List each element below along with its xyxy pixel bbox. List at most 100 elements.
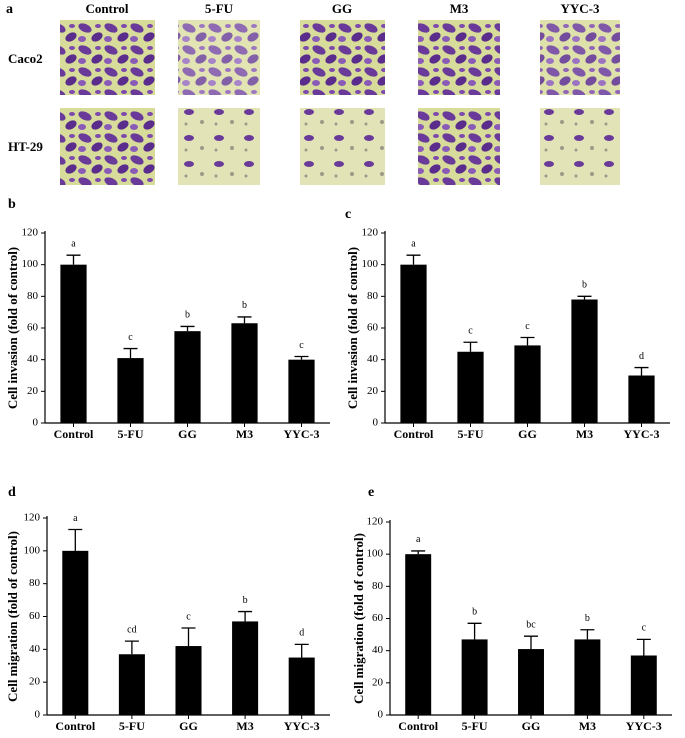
y-tick-label: 80 — [27, 290, 39, 302]
annotation: b — [585, 613, 590, 624]
error-bar — [524, 635, 538, 650]
column-header: GG — [332, 1, 352, 16]
bar — [571, 299, 598, 423]
y-tick-label: 60 — [367, 322, 379, 334]
error-bar — [123, 347, 138, 359]
panel-label: e — [368, 485, 374, 500]
x-tick-label: 5-FU — [458, 427, 484, 441]
annotation: bc — [526, 619, 536, 630]
panel-label: d — [8, 485, 16, 500]
y-tick-label: 40 — [29, 643, 41, 655]
panel-label: c — [345, 207, 351, 222]
y-tick-label: 100 — [362, 258, 379, 270]
bar — [630, 655, 657, 715]
bar — [118, 654, 145, 715]
micrograph — [418, 108, 500, 185]
error-bar — [577, 295, 592, 300]
y-tick-label: 0 — [373, 417, 379, 429]
bar — [288, 359, 315, 423]
x-tick-label: YYC-3 — [626, 719, 662, 733]
y-axis-label: Cell migration (fold of control) — [5, 531, 20, 702]
micrograph — [178, 108, 260, 185]
y-tick-label: 0 — [35, 709, 41, 721]
annotation: b — [242, 300, 247, 311]
row-header: Caco2 — [8, 51, 43, 66]
error-bar — [463, 341, 478, 352]
annotation: a — [411, 238, 416, 249]
x-tick-label: Control — [54, 427, 94, 441]
y-axis-label: Cell migration (fold of control) — [351, 533, 366, 704]
bar — [457, 351, 484, 423]
y-tick-label: 0 — [33, 417, 39, 429]
bar — [514, 345, 541, 423]
annotation: c — [186, 611, 191, 622]
bar — [628, 375, 655, 423]
y-tick-label: 0 — [378, 709, 384, 721]
annotation: c — [128, 332, 133, 343]
y-tick-label: 120 — [367, 516, 384, 528]
column-header: YYC-3 — [561, 1, 600, 16]
annotation: c — [642, 623, 647, 634]
column-header: 5-FU — [205, 1, 234, 16]
bar — [400, 264, 427, 423]
error-bar — [580, 629, 595, 640]
annotation: d — [639, 351, 644, 362]
y-axis-label: Cell invasion (fold of control) — [345, 247, 360, 409]
row-header: HT-29 — [8, 139, 43, 154]
x-tick-label: YYC-3 — [284, 719, 320, 733]
y-tick-label: 60 — [372, 612, 384, 624]
y-tick-label: 20 — [29, 676, 41, 688]
y-axis-label: Cell invasion (fold of control) — [5, 247, 20, 409]
y-tick-label: 40 — [367, 353, 379, 365]
y-tick-label: 120 — [22, 227, 39, 239]
annotation: b — [472, 607, 477, 618]
y-tick-label: 80 — [29, 577, 41, 589]
micrograph — [418, 20, 500, 95]
y-tick-label: 120 — [24, 512, 41, 524]
y-tick-label: 80 — [372, 580, 384, 592]
annotation: a — [416, 534, 421, 545]
error-bar — [66, 254, 81, 265]
y-tick-label: 40 — [27, 353, 39, 365]
annotation: a — [73, 513, 78, 524]
bar — [574, 639, 601, 715]
bar — [117, 358, 144, 423]
micrograph — [540, 20, 620, 95]
error-bar — [520, 336, 535, 346]
bar — [175, 646, 202, 715]
x-tick-label: Control — [394, 427, 434, 441]
annotation: c — [299, 340, 304, 351]
bar — [62, 550, 89, 715]
annotation: a — [71, 238, 76, 249]
error-bar — [406, 254, 421, 265]
x-tick-label: 5-FU — [118, 427, 144, 441]
bar — [174, 331, 201, 423]
y-tick-label: 80 — [367, 290, 379, 302]
x-tick-label: 5-FU — [462, 719, 488, 733]
x-tick-label: Control — [398, 719, 438, 733]
x-tick-label: M3 — [236, 427, 253, 441]
y-tick-label: 20 — [367, 385, 379, 397]
micrograph — [60, 108, 155, 185]
y-tick-label: 60 — [29, 610, 41, 622]
column-header: Control — [85, 1, 128, 16]
error-bar — [238, 610, 253, 622]
error-bar — [180, 325, 195, 332]
error-bar — [636, 638, 651, 656]
error-bar — [294, 643, 309, 658]
micrograph — [540, 108, 620, 185]
y-tick-label: 100 — [22, 258, 39, 270]
annotation: cd — [127, 624, 136, 635]
x-tick-label: YYC-3 — [284, 427, 320, 441]
micrograph — [300, 20, 385, 95]
error-bar — [467, 622, 482, 640]
annotation: d — [299, 628, 304, 639]
column-header: M3 — [450, 1, 469, 16]
error-bar — [237, 316, 252, 324]
micrograph — [178, 20, 260, 95]
micrographs — [60, 20, 620, 185]
micrograph — [300, 108, 385, 185]
y-tick-label: 100 — [367, 548, 384, 560]
x-tick-label: GG — [178, 427, 197, 441]
